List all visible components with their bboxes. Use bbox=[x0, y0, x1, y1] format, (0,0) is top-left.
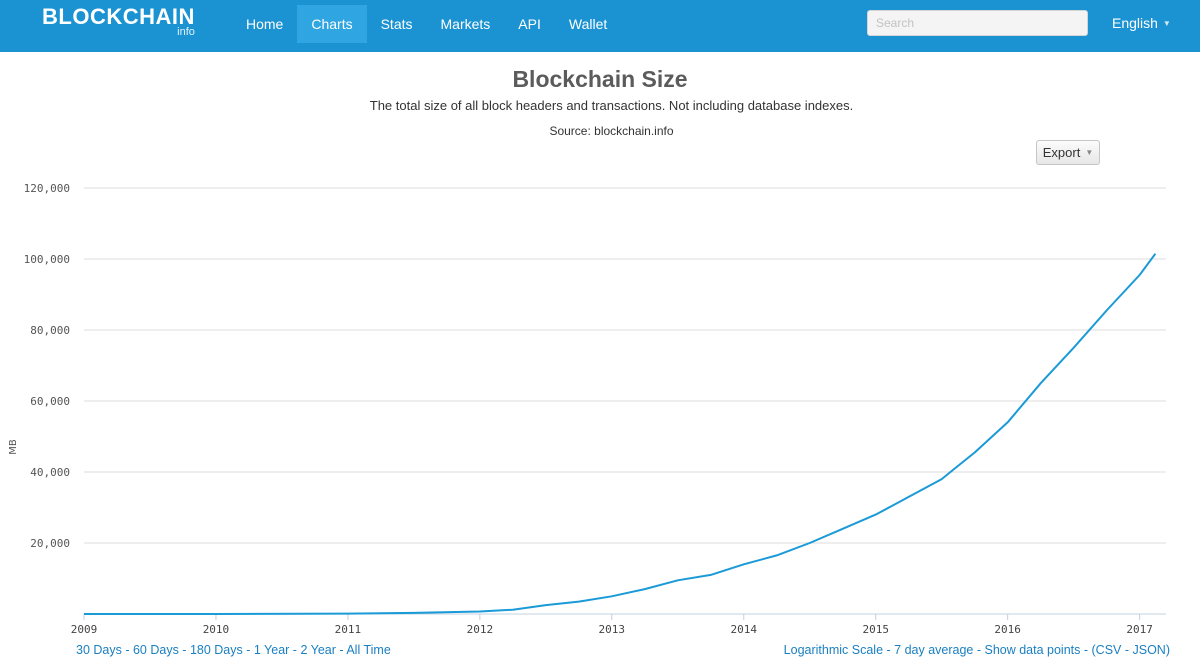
separator: - bbox=[242, 643, 254, 657]
nav-wallet[interactable]: Wallet bbox=[568, 16, 608, 32]
x-tick-label: 2016 bbox=[994, 623, 1021, 636]
search-input[interactable] bbox=[867, 10, 1088, 36]
chevron-down-icon: ▼ bbox=[1085, 148, 1094, 157]
y-tick-label: 100,000 bbox=[24, 253, 70, 266]
y-axis-label: MB bbox=[8, 439, 19, 455]
series-layer bbox=[84, 253, 1157, 615]
x-tick-label: 2014 bbox=[731, 623, 758, 636]
chart-subtitle: The total size of all block headers and … bbox=[369, 98, 854, 113]
chart-title: Blockchain Size bbox=[512, 66, 688, 92]
range-link-30-days[interactable]: 30 Days bbox=[76, 643, 122, 657]
show-data-points-link[interactable]: Show data points bbox=[984, 643, 1081, 657]
separator: - bbox=[178, 643, 190, 657]
brand-logo[interactable]: BLOCKCHAIN info bbox=[42, 6, 195, 38]
csv-link[interactable]: CSV bbox=[1095, 643, 1122, 657]
language-dropdown[interactable]: English ▼ bbox=[1112, 15, 1171, 31]
nav-api[interactable]: API bbox=[518, 16, 541, 32]
chart-grid bbox=[84, 187, 1166, 544]
separator: - bbox=[289, 643, 301, 657]
x-tick-label: 2010 bbox=[203, 623, 230, 636]
range-link-2-year[interactable]: 2 Year bbox=[300, 643, 336, 657]
y-tick-label: 120,000 bbox=[24, 182, 70, 195]
y-tick-label: 20,000 bbox=[30, 537, 70, 550]
chart-area: 20,000 40,000 60,000 80,000 100,000 120,000 2… bbox=[8, 182, 1166, 636]
export-button[interactable]: Export ▼ bbox=[1036, 140, 1100, 165]
x-tick-label: 2017 bbox=[1126, 623, 1153, 636]
main-nav: Home Charts Stats Markets API Wallet bbox=[232, 5, 621, 43]
nav-stats[interactable]: Stats bbox=[380, 16, 413, 32]
y-tick-label: 60,000 bbox=[30, 395, 70, 408]
x-tick-label: 2012 bbox=[467, 623, 494, 636]
log-scale-link[interactable]: Logarithmic Scale bbox=[783, 643, 884, 657]
range-link-1-year[interactable]: 1 Year bbox=[253, 643, 290, 657]
separator: - bbox=[121, 643, 133, 657]
series-line bbox=[84, 253, 1157, 615]
y-tick-label: 40,000 bbox=[30, 466, 70, 479]
x-tick-label: 2015 bbox=[862, 623, 889, 636]
navbar: BLOCKCHAIN info Home Charts Stats Market… bbox=[0, 0, 1200, 52]
chart-options: Logarithmic Scale - 7 day average - Show… bbox=[784, 643, 1170, 657]
separator: - bbox=[883, 643, 895, 657]
chart-source: Source: blockchain.info bbox=[549, 124, 674, 138]
x-tick-label: 2013 bbox=[599, 623, 626, 636]
x-tick-label: 2011 bbox=[335, 623, 362, 636]
separator: - bbox=[1121, 643, 1133, 657]
nav-markets[interactable]: Markets bbox=[440, 16, 491, 32]
language-label: English bbox=[1112, 15, 1158, 31]
separator: - ( bbox=[1080, 643, 1096, 657]
separator: - bbox=[973, 643, 985, 657]
seven-day-average-link[interactable]: 7 day average bbox=[894, 643, 974, 657]
separator: - bbox=[335, 643, 347, 657]
nav-home[interactable]: Home bbox=[246, 16, 284, 32]
x-axis: 2009 2010 2011 2012 2013 2014 2015 2016 2017 bbox=[71, 613, 1166, 636]
nav-charts[interactable]: Charts bbox=[297, 5, 367, 43]
y-tick-label: 80,000 bbox=[30, 324, 70, 337]
range-link-60-days[interactable]: 60 Days bbox=[132, 643, 179, 657]
range-links: 30 Days - 60 Days - 180 Days - 1 Year - … bbox=[76, 643, 391, 657]
y-axis: 20,000 40,000 60,000 80,000 100,000 120,000 bbox=[24, 182, 70, 550]
separator: ) bbox=[1165, 643, 1170, 657]
json-link[interactable]: JSON bbox=[1132, 643, 1166, 657]
range-link-all-time[interactable]: All Time bbox=[346, 643, 391, 657]
chevron-down-icon: ▼ bbox=[1162, 19, 1171, 28]
brand-sub: info bbox=[177, 26, 195, 38]
export-label: Export bbox=[1042, 145, 1081, 160]
range-link-180-days[interactable]: 180 Days bbox=[189, 643, 243, 657]
brand-name: BLOCKCHAIN bbox=[42, 4, 195, 29]
x-tick-label: 2009 bbox=[71, 623, 98, 636]
